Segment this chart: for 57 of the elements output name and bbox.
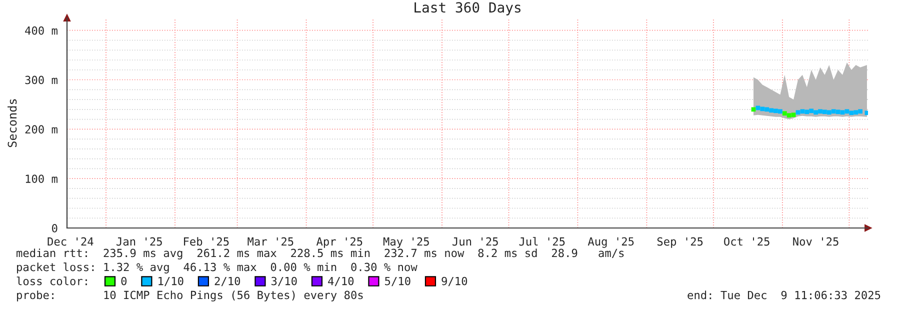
y-tick-label: 200 m: [25, 125, 58, 134]
point: [800, 109, 805, 114]
point: [796, 110, 800, 115]
point: [818, 109, 822, 114]
legend-label: 3/10: [272, 276, 297, 286]
x-tick-label: Mar '25: [248, 237, 294, 246]
x-tick-label: Dec '24: [48, 237, 94, 246]
text: end: Tue Dec 9 11:06:33 2025: [688, 290, 880, 300]
x-tick-label: Jul '25: [519, 237, 565, 246]
y-tick-label: 0: [52, 224, 58, 232]
point: [849, 110, 854, 116]
point: [864, 110, 868, 116]
x-tick-label: Sep '25: [657, 237, 703, 248]
point: [804, 110, 810, 114]
point: [786, 113, 792, 118]
legend-label: 5/10: [385, 276, 410, 286]
point: [836, 110, 840, 114]
point: [840, 110, 845, 115]
x-tick-label: Nov '25: [793, 237, 838, 246]
point: [764, 107, 770, 112]
point: [760, 106, 765, 112]
text: median rtt: 235.9 ms avg 261.2 ms max 228.5 ms min 232.7 ms now 8.2 ms sd 28.9 am/s: [16, 248, 624, 260]
legend-label: 4/10: [328, 276, 354, 286]
legend-label: 9/10: [442, 276, 468, 286]
x-tick-label: Oct '25: [724, 237, 770, 246]
chart-title: Last 360 Days: [414, 2, 520, 16]
point: [769, 108, 774, 113]
point: [756, 106, 760, 110]
point: [774, 108, 778, 114]
point: [858, 109, 862, 114]
y-axis-title: Seconds: [8, 99, 17, 148]
y-tick-label: 300 m: [25, 76, 58, 84]
text: probe: 10 ICMP Echo Pings (56 Bytes) every 80s: [17, 290, 363, 302]
point: [791, 112, 796, 118]
point: [809, 108, 814, 114]
legend-label: 0: [121, 276, 127, 286]
text: packet loss: 1.32 % avg 46.13 % max 0.00 % min 0.30 % now: [17, 262, 418, 274]
legend-title: loss color:: [16, 276, 87, 286]
x-tick-label: Jan '25: [116, 237, 162, 246]
legend-label: 1/10: [158, 276, 184, 286]
point: [844, 109, 850, 114]
point: [854, 110, 858, 115]
point: [782, 111, 787, 116]
point: [814, 110, 818, 115]
point: [751, 107, 756, 112]
y-tick-label: 400 m: [25, 26, 58, 35]
point: [831, 109, 836, 114]
point: [822, 110, 827, 114]
point: [826, 110, 832, 115]
x-tick-label: Aug '25: [588, 237, 634, 248]
x-tick-label: Feb '25: [184, 237, 229, 246]
x-tick-label: May '25: [383, 237, 429, 248]
point: [778, 109, 782, 114]
x-tick-label: Apr '25: [316, 237, 362, 248]
y-tick-label: 100 m: [26, 174, 58, 183]
x-tick-label: Jun '25: [452, 237, 498, 246]
legend-label: 2/10: [214, 276, 240, 286]
